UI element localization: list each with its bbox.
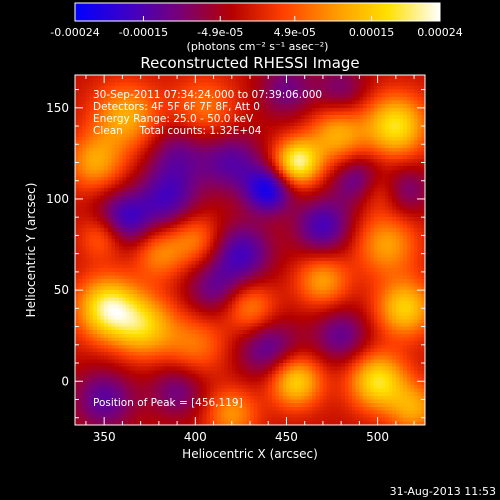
x-axis-label: Heliocentric X (arcsec) bbox=[182, 447, 318, 461]
annotation-block: 30-Sep-2011 07:34:24.000 to 07:39:06.000… bbox=[93, 89, 322, 409]
annotation-time-range: 30-Sep-2011 07:34:24.000 to 07:39:06.000 bbox=[93, 89, 322, 101]
colorbar-tick-label: 0.00024 bbox=[417, 26, 463, 39]
colorbar-ticks: -0.00024 -0.00015 -4.9e-05 4.9e-05 0.00015 0.… bbox=[50, 16, 463, 39]
colorbar: -0.00024 -0.00015 -4.9e-05 4.9e-05 0.00015 0.… bbox=[50, 2, 463, 53]
x-axis-tick-label: 500 bbox=[366, 430, 389, 444]
heatmap-image bbox=[75, 75, 425, 425]
colorbar-tick-label: -4.9e-05 bbox=[197, 26, 243, 39]
peak-position-label: Position of Peak = [456,119] bbox=[93, 397, 243, 409]
colorbar-units-label: (photons cm⁻² s⁻¹ asec⁻²) bbox=[187, 40, 329, 53]
x-axis-tick-label: 450 bbox=[275, 430, 298, 444]
x-axis-tick-label: 350 bbox=[93, 430, 116, 444]
axis-ticks: 350 400 450 500 0 50 100 150 bbox=[46, 75, 425, 444]
colorbar-tick-label: -0.00015 bbox=[119, 26, 168, 39]
annotation-energy-range: Energy Range: 25.0 - 50.0 keV bbox=[93, 113, 254, 125]
y-axis-tick-label: 100 bbox=[46, 192, 69, 206]
plot-area: 350 400 450 500 0 50 100 150 bbox=[46, 74, 426, 444]
y-axis-tick-label: 0 bbox=[61, 374, 69, 388]
y-axis-tick-label: 50 bbox=[54, 283, 69, 297]
colorbar-tick-label: -0.00024 bbox=[50, 26, 99, 39]
colorbar-tick-label: 0.00015 bbox=[349, 26, 395, 39]
footer-timestamp: 31-Aug-2013 11:53 bbox=[390, 485, 496, 498]
y-axis-tick-label: 150 bbox=[46, 101, 69, 115]
chart-title: Reconstructed RHESSI Image bbox=[140, 54, 359, 72]
colorbar-tick-label: 4.9e-05 bbox=[274, 26, 316, 39]
annotation-clean-counts: Clean Total counts: 1.32E+04 bbox=[93, 125, 262, 137]
colorbar-gradient bbox=[74, 2, 441, 22]
y-axis-label: Heliocentric Y (arcsec) bbox=[24, 183, 38, 318]
annotation-detectors: Detectors: 4F 5F 6F 7F 8F, Att 0 bbox=[93, 101, 260, 113]
x-axis-tick-label: 400 bbox=[184, 430, 207, 444]
